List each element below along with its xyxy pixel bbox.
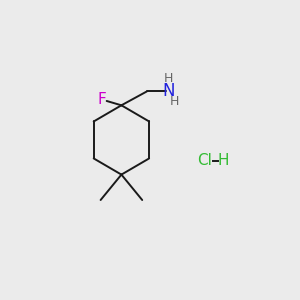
Text: H: H xyxy=(217,153,229,168)
Text: N: N xyxy=(163,82,175,100)
Text: H: H xyxy=(170,95,179,108)
Text: H: H xyxy=(164,72,173,85)
Text: F: F xyxy=(98,92,106,107)
Text: Cl: Cl xyxy=(197,153,212,168)
